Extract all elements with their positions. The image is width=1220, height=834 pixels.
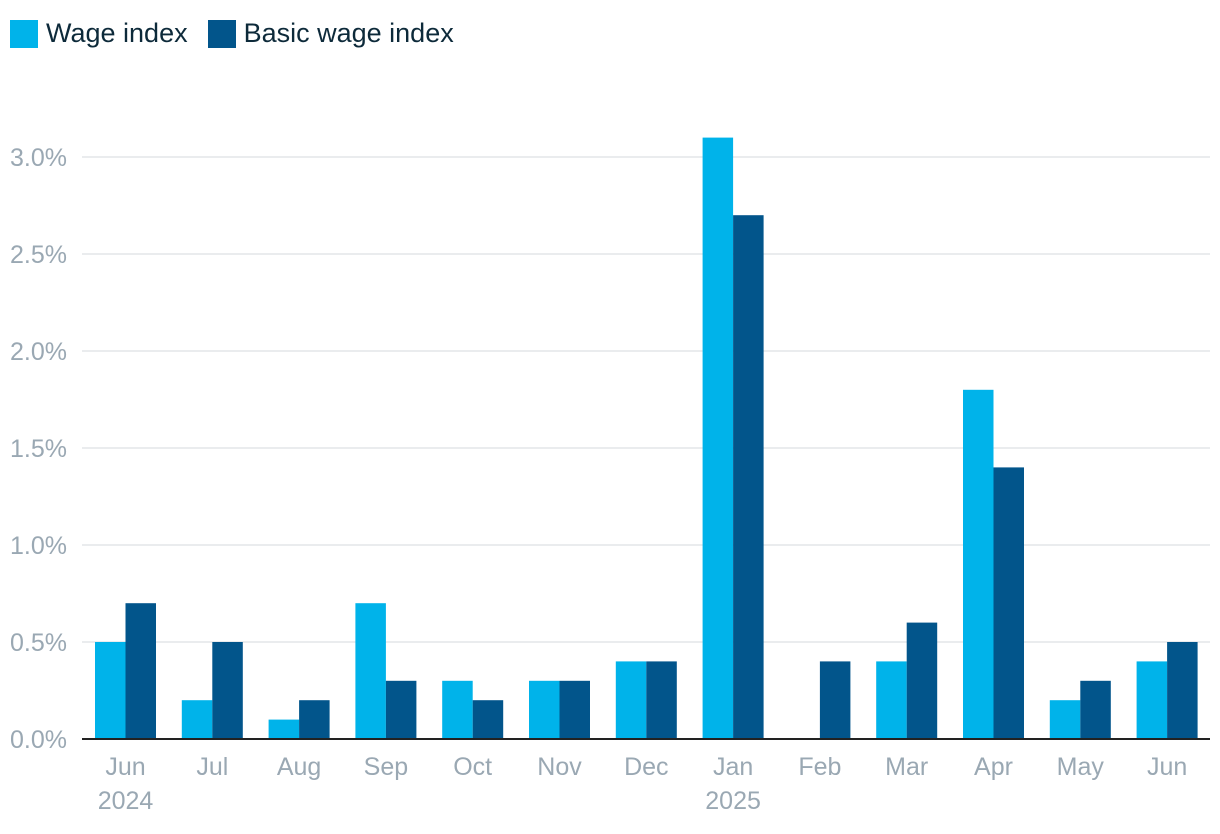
bar-wage-index [1049, 700, 1081, 739]
bar-basic-wage-index [212, 642, 243, 739]
legend-swatch-basic-wage-index [207, 19, 236, 48]
legend-item-wage-index[interactable]: Wage index [10, 18, 188, 49]
bar-basic-wage-index [385, 680, 417, 739]
legend-swatch-wage-index [10, 19, 38, 48]
bar-wage-index [95, 642, 126, 739]
bar-basic-wage-index [733, 215, 764, 739]
bar-wage-index [181, 700, 213, 739]
bar-wage-index [615, 661, 647, 739]
y-tick-label: 3.0% [10, 144, 67, 172]
x-tick-label: Sep [364, 753, 408, 781]
x-tick-label: Jul [196, 753, 228, 781]
bar-basic-wage-index [819, 661, 851, 739]
x-tick-label: May [1057, 753, 1105, 781]
x-tick-label: Feb [798, 753, 841, 781]
y-tick-label: 0.5% [10, 629, 67, 657]
x-tick-label: Jun [1147, 753, 1187, 781]
x-tick-label: Jun [105, 753, 145, 781]
bar-basic-wage-index [1080, 680, 1111, 739]
legend: Wage index Basic wage index [10, 18, 454, 49]
bar-basic-wage-index [125, 603, 156, 739]
bar-basic-wage-index [299, 700, 330, 739]
x-tick-label: Oct [453, 753, 492, 781]
tick-labels: 0.0% 0.5% 1.0% 1.5% 2.0% 2.5% 3.0% Jun 2024 Jul Au… [10, 144, 1187, 815]
x-tick-label: Dec [624, 753, 668, 781]
bar-basic-wage-index [646, 661, 677, 739]
bar-basic-wage-index [906, 622, 938, 739]
x-tick-label: Mar [885, 753, 928, 781]
bar-basic-wage-index [559, 680, 590, 739]
bar-wage-index [442, 680, 473, 739]
legend-label: Wage index [46, 18, 188, 48]
bar-wage-index [268, 719, 300, 739]
x-tick-label: Jan [713, 753, 753, 781]
y-tick-label: 1.5% [10, 435, 67, 463]
legend-item-basic-wage-index[interactable]: Basic wage index [207, 18, 454, 49]
x-tick-label: Apr [974, 753, 1013, 781]
x-tick-label: Nov [537, 753, 582, 781]
y-tick-label: 1.0% [10, 532, 67, 560]
y-tick-label: 2.5% [10, 241, 67, 269]
bar-wage-index [529, 680, 560, 739]
bar-wage-index [702, 137, 734, 740]
y-tick-label: 2.0% [10, 338, 67, 366]
bar-wage-index [963, 389, 994, 739]
bar-basic-wage-index [1167, 642, 1198, 739]
x-tick-year-label: 2025 [705, 787, 761, 815]
bar-wage-index [876, 661, 907, 739]
grid-lines [82, 156, 1210, 643]
bar-wage-index [1136, 661, 1168, 739]
legend-label: Basic wage index [243, 18, 454, 48]
x-tick-year-label: 2024 [98, 787, 154, 815]
x-tick-label: Aug [277, 753, 321, 781]
y-tick-label: 0.0% [10, 726, 67, 754]
bar-basic-wage-index [993, 467, 1024, 739]
bar-wage-index [355, 603, 386, 739]
bar-basic-wage-index [472, 700, 504, 739]
bars [95, 137, 1198, 740]
